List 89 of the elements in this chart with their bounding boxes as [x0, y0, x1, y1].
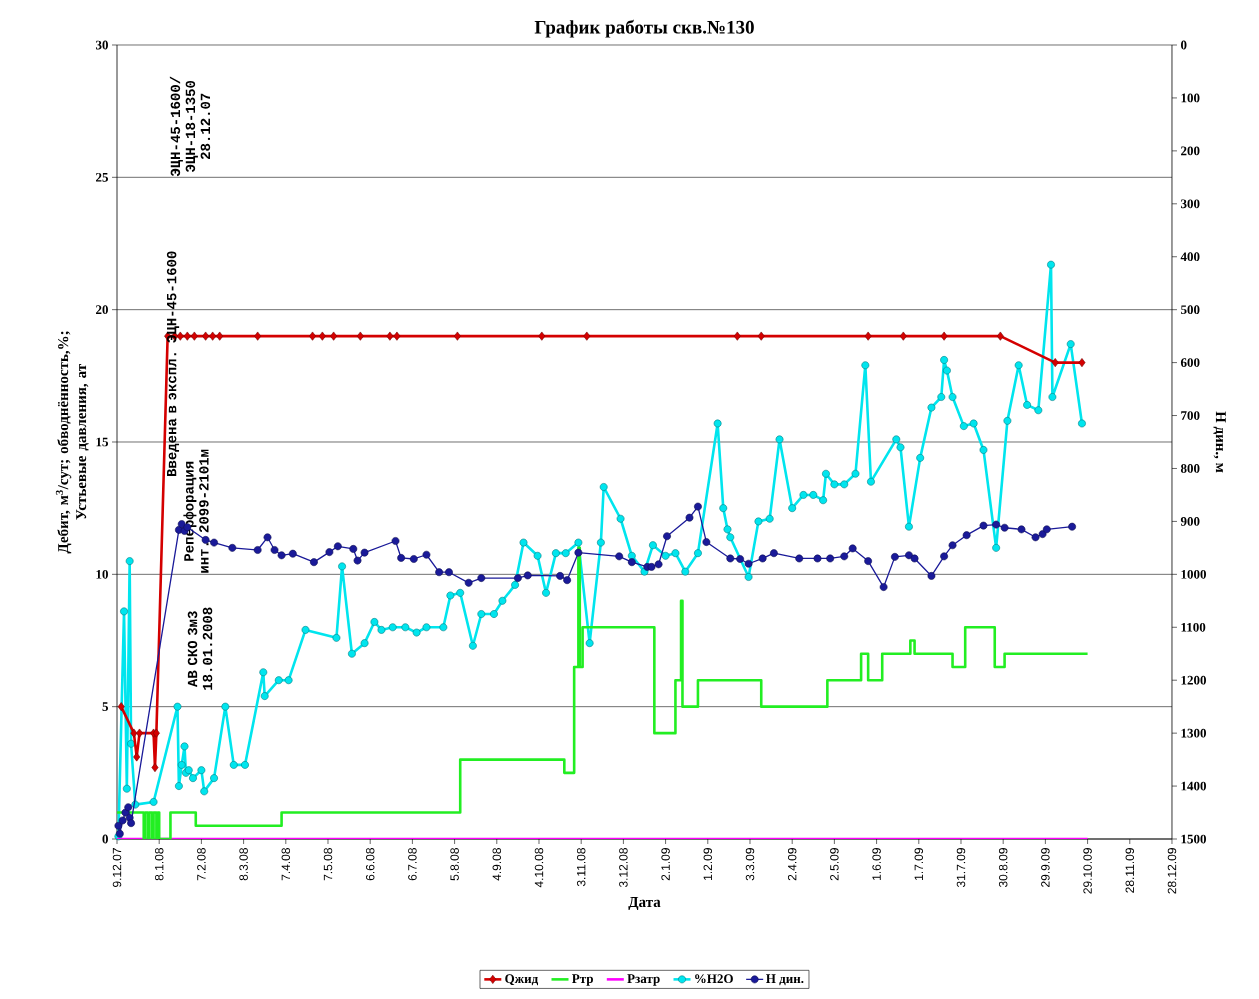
- y2-tick-label: 1100: [1181, 622, 1206, 632]
- x-tick-label: 3.12.08: [619, 848, 628, 888]
- y2-tick-label: 100: [1181, 93, 1200, 103]
- y2-tick-label: 400: [1180, 252, 1200, 262]
- x-tick-label: 30.8.09: [998, 848, 1008, 888]
- x-tick-label: 2.5.09: [830, 848, 839, 881]
- y2-tick-label: 1000: [1181, 569, 1206, 579]
- y2-tick-label: 1400: [1181, 781, 1206, 791]
- point: [216, 331, 224, 341]
- x-tick-label: 6.7.08: [408, 848, 417, 881]
- point: [1051, 358, 1059, 368]
- y-tick-label: 15: [96, 437, 109, 447]
- point: [940, 331, 948, 341]
- x-tick-label: 7.2.08: [197, 848, 206, 881]
- legend-label: Рзатр: [627, 974, 660, 986]
- point: [583, 331, 591, 341]
- point: [538, 331, 546, 341]
- point: [899, 331, 907, 341]
- x-tick-label: 28.12.09: [1167, 848, 1177, 894]
- point: [130, 728, 138, 738]
- y-tick-label: 0: [102, 834, 108, 844]
- y-tick-label: 5: [102, 702, 109, 711]
- y2-tick-label: 500: [1181, 305, 1200, 315]
- x-tick-label: 7.5.08: [323, 848, 333, 881]
- x-tick-label: 4.9.08: [492, 848, 502, 881]
- x-tick-label: 1.6.09: [872, 848, 881, 880]
- point: [996, 331, 1004, 341]
- y-tick-label: 30: [95, 40, 108, 50]
- point: [202, 331, 210, 341]
- x-tick-label: 29.9.09: [1041, 848, 1050, 887]
- point: [386, 331, 394, 341]
- y2-tick-label: 200: [1181, 146, 1200, 156]
- x-tick-label: 7.4.08: [281, 848, 291, 881]
- x-tick-label: 29.10.09: [1083, 848, 1092, 894]
- annotation: Реперфорация инт. 2099-2101м: [183, 449, 209, 573]
- x-tick-label: 4.10.08: [534, 848, 544, 888]
- y-tick-label: 25: [96, 172, 109, 182]
- point: [309, 331, 316, 341]
- y2-tick-label: 600: [1180, 358, 1200, 367]
- legend-label: Qжид: [505, 974, 539, 986]
- y2-axis-title: Н дин., м: [1213, 411, 1226, 473]
- x-tick-label: 1.2.09: [703, 848, 713, 880]
- point: [190, 331, 198, 341]
- x-tick-label: 2.4.09: [787, 848, 797, 881]
- point: [133, 752, 141, 762]
- legend-label: Н дин.: [766, 974, 804, 986]
- point: [733, 331, 741, 341]
- x-tick-label: 3.11.08: [576, 848, 586, 887]
- annotation: АВ СКО 3м3 18.01.2008: [187, 607, 213, 690]
- x-tick-label: 5.8.08: [450, 848, 459, 881]
- point: [864, 331, 872, 341]
- point: [318, 331, 326, 341]
- point: [209, 331, 217, 341]
- point: [393, 331, 401, 341]
- point: [356, 331, 364, 341]
- x-tick-label: 6.6.08: [365, 848, 375, 881]
- x-tick-label: 1.7.09: [914, 848, 924, 880]
- point: [136, 728, 143, 738]
- x-axis-title: Дата: [628, 897, 661, 911]
- annotation: ЭЦН-45-1600/ ЭЦН-18-1350 28.12.07: [169, 76, 211, 177]
- y-tick-label: 10: [96, 569, 108, 579]
- point: [117, 702, 125, 712]
- y2-tick-label: 800: [1180, 464, 1200, 473]
- y2-tick-label: 1200: [1181, 675, 1206, 685]
- y2-tick-label: 700: [1181, 411, 1200, 420]
- y2-tick-label: 1300: [1181, 728, 1206, 738]
- point: [151, 763, 159, 773]
- x-tick-label: 9.12.07: [112, 848, 122, 887]
- x-tick-label: 3.3.09: [745, 848, 755, 881]
- annotation: Введена в экспл. ЭЦН-45-1600: [166, 251, 180, 477]
- point: [330, 331, 338, 341]
- point: [183, 331, 191, 341]
- x-tick-label: 8.3.08: [239, 848, 248, 881]
- y2-tick-label: 1500: [1181, 834, 1206, 844]
- x-tick-label: 31.7.09: [956, 848, 966, 888]
- y2-tick-label: 0: [1181, 40, 1187, 50]
- point: [757, 331, 765, 341]
- point: [453, 331, 461, 341]
- y2-tick-label: 300: [1180, 199, 1200, 209]
- x-tick-label: 2.1.09: [661, 848, 670, 881]
- x-tick-label: 28.11.09: [1125, 848, 1135, 893]
- legend-label: Ртр: [572, 974, 593, 986]
- y2-tick-label: 900: [1180, 517, 1200, 526]
- x-tick-label: 8.1.08: [154, 848, 164, 881]
- point: [1078, 358, 1086, 368]
- point: [254, 331, 262, 341]
- legend-label: %H2O: [695, 974, 733, 984]
- chart-title: График работы скв.№130: [534, 19, 754, 38]
- y-tick-label: 20: [96, 305, 108, 315]
